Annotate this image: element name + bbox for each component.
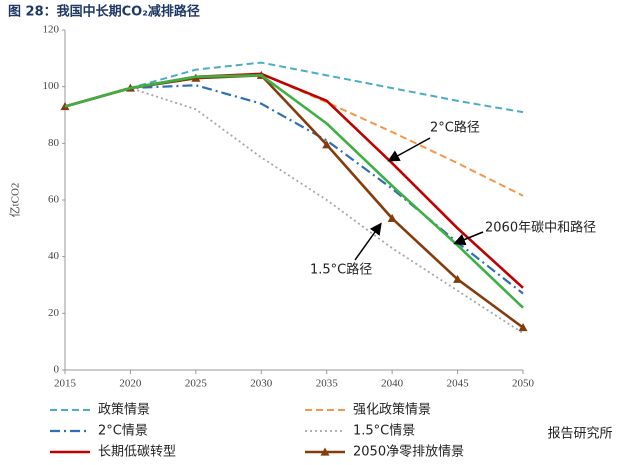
annotation: 1.5°C路径 bbox=[310, 262, 372, 278]
legend-label: 长期低碳转型 bbox=[98, 445, 176, 460]
legend-label: 2050净零排放情景 bbox=[353, 445, 464, 460]
series-line bbox=[64, 84, 524, 295]
y-tick-label: 0 bbox=[54, 364, 60, 376]
x-tick-label: 2050 bbox=[512, 378, 535, 390]
y-tick-label: 80 bbox=[48, 137, 60, 149]
point-marker bbox=[518, 323, 528, 332]
legend-marker bbox=[320, 447, 330, 456]
y-axis-label: 亿tCO2 bbox=[9, 183, 22, 218]
annotation: 2°C路径 bbox=[430, 120, 480, 136]
series-line bbox=[64, 72, 524, 289]
y-tick-label: 120 bbox=[43, 24, 60, 36]
x-tick-label: 2035 bbox=[316, 378, 339, 390]
y-tick-label: 100 bbox=[43, 80, 60, 92]
point-marker bbox=[453, 274, 463, 283]
x-tick-label: 2045 bbox=[447, 378, 470, 390]
y-tick-label: 40 bbox=[48, 250, 60, 262]
point-marker bbox=[387, 213, 397, 223]
annotation-arrow bbox=[453, 231, 484, 246]
legend-label: 1.5°C情景 bbox=[353, 424, 415, 439]
chart-title: 图 28：我国中长期CO₂减排路径 bbox=[8, 4, 200, 20]
x-tick-label: 2015 bbox=[54, 378, 77, 390]
point-marker bbox=[322, 140, 332, 149]
watermark: 报告研究所 bbox=[547, 427, 612, 442]
x-tick-label: 2020 bbox=[119, 378, 142, 390]
x-tick-label: 2030 bbox=[250, 378, 273, 390]
y-tick-label: 20 bbox=[48, 307, 60, 319]
annotation: 2060年碳中和路径 bbox=[485, 220, 596, 236]
legend-label: 2°C情景 bbox=[98, 424, 148, 439]
series-line bbox=[64, 74, 524, 329]
series-line bbox=[64, 74, 524, 309]
x-tick-label: 2025 bbox=[185, 378, 208, 390]
annotation-arrow bbox=[354, 222, 382, 261]
annotation-arrow bbox=[387, 137, 431, 162]
x-tick-label: 2040 bbox=[381, 378, 404, 390]
legend-label: 政策情景 bbox=[98, 402, 150, 418]
y-tick-label: 60 bbox=[48, 194, 60, 206]
legend-label: 强化政策情景 bbox=[353, 402, 431, 418]
